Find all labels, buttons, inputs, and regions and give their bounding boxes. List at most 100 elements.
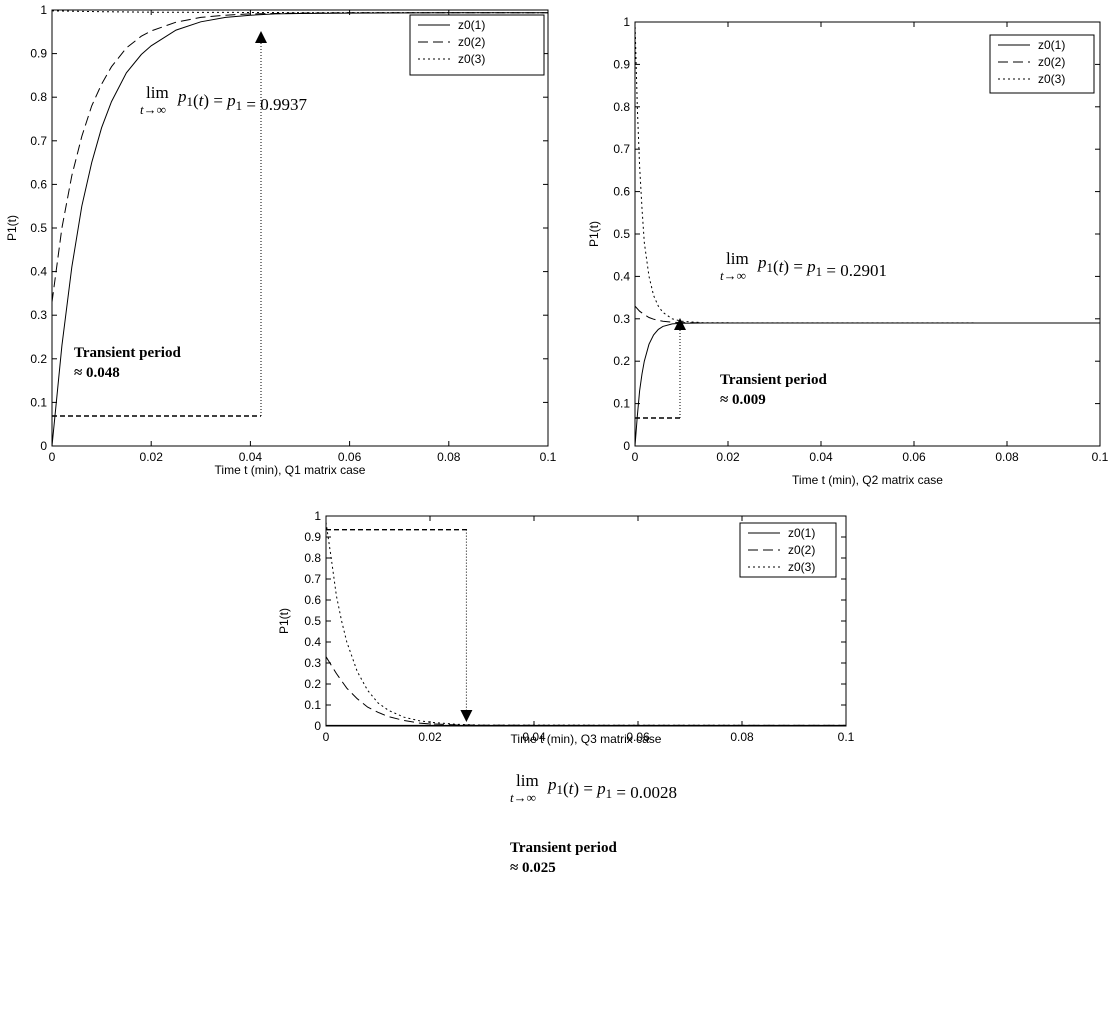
eq-part: p — [806, 257, 816, 276]
x-tick-label: 0 — [632, 450, 639, 464]
legend-label: z0(2) — [788, 543, 815, 557]
x-tick-label: 0.02 — [716, 450, 740, 464]
eq-lim: lim — [146, 83, 169, 102]
x-tick-label: 0.06 — [338, 450, 362, 464]
eq-part: ) — [573, 779, 579, 798]
y-tick-label: 0.8 — [613, 100, 630, 114]
x-axis-label: Time t (min), Q1 matrix case — [215, 463, 366, 477]
eq-part: p — [596, 779, 606, 798]
transient-value: ≈ 0.048 — [74, 365, 120, 381]
y-tick-label: 0.1 — [613, 397, 630, 411]
y-tick-label: 0 — [40, 439, 47, 453]
y-tick-label: 0.1 — [30, 395, 47, 409]
x-tick-label: 0.1 — [540, 450, 557, 464]
y-tick-label: 0.3 — [304, 656, 321, 670]
y-tick-label: 0.9 — [613, 57, 630, 71]
eq-lim: lim — [726, 249, 749, 268]
eq-part: p — [226, 91, 236, 110]
y-tick-label: 1 — [40, 3, 47, 17]
legend-label: z0(3) — [788, 560, 815, 574]
y-tick-label: 0.7 — [30, 134, 47, 148]
x-tick-label: 0.02 — [140, 450, 164, 464]
eq-part: p — [547, 775, 557, 794]
x-tick-label: 0.04 — [522, 730, 546, 744]
x-tick-label: 0.1 — [838, 730, 855, 744]
eq-sub: t→∞ — [140, 102, 166, 117]
y-tick-label: 0.5 — [613, 227, 630, 241]
eq-part: t — [569, 779, 575, 798]
y-tick-label: 1 — [314, 509, 321, 523]
eq-part: ( — [563, 779, 569, 798]
series-line-z02 — [325, 656, 847, 726]
eq-part: = 0.2901 — [822, 261, 887, 280]
eq-part: = — [209, 91, 227, 110]
eq-part: 1 — [187, 94, 194, 109]
x-tick-label: 0.08 — [437, 450, 461, 464]
y-tick-label: 0.9 — [304, 530, 321, 544]
y-tick-label: 0.6 — [304, 593, 321, 607]
eq-part: ( — [773, 257, 779, 276]
transient-value: ≈ 0.025 — [510, 860, 556, 876]
legend-label: z0(1) — [1038, 38, 1065, 52]
eq-body: p1(t) = p1 = 0.9937 — [177, 87, 308, 114]
legend-label: z0(3) — [1038, 72, 1065, 86]
series-line-z02 — [634, 305, 1100, 324]
series-line-z01 — [51, 12, 548, 447]
y-tick-label: 0.8 — [30, 90, 47, 104]
y-tick-label: 0.9 — [30, 47, 47, 61]
x-tick-label: 0.1 — [1092, 450, 1109, 464]
transient-arrow — [255, 31, 267, 43]
y-tick-label: 0.4 — [304, 635, 321, 649]
series-line-z03 — [51, 10, 549, 14]
eq-part: 1 — [816, 264, 823, 279]
x-tick-label: 0.08 — [995, 450, 1019, 464]
series-line-z01 — [634, 322, 1100, 447]
y-axis-label: P1(t) — [277, 608, 291, 634]
y-tick-label: 0.4 — [613, 269, 630, 283]
x-axis-label: Time t (min), Q3 matrix case — [511, 732, 662, 746]
eq-part: 1 — [767, 260, 774, 275]
x-tick-label: 0.02 — [418, 730, 442, 744]
chart-q1: 0 0.1 0.2 0.3 0.4 0.5 0.6 0.7 0.8 0.9 1 0 0.02 0.04 0.… — [5, 3, 557, 477]
legend-label: z0(1) — [458, 18, 485, 32]
series-line-z02 — [51, 12, 548, 303]
eq-part: = 0.0028 — [612, 783, 677, 802]
eq-part: ) — [783, 257, 789, 276]
transient-title: Transient period — [720, 372, 827, 388]
legend-label: z0(2) — [1038, 55, 1065, 69]
transient-title: Transient period — [510, 840, 617, 856]
x-tick-label: 0 — [49, 450, 56, 464]
transient-value: ≈ 0.009 — [720, 392, 766, 408]
y-tick-label: 0.5 — [304, 614, 321, 628]
y-axis-label: P1(t) — [587, 221, 601, 247]
y-tick-label: 0.2 — [613, 354, 630, 368]
x-tick-label: 0 — [323, 730, 330, 744]
eq-part: t — [779, 257, 785, 276]
y-tick-label: 0 — [314, 719, 321, 733]
eq-part: t — [199, 91, 205, 110]
eq-body: p1(t) = p1 = 0.2901 — [757, 253, 887, 280]
y-axis-label: P1(t) — [5, 215, 19, 241]
y-tick-label: 0.8 — [304, 551, 321, 565]
eq-part: 1 — [606, 786, 613, 801]
eq-part: 1 — [557, 782, 564, 797]
x-tick-label: 0.04 — [239, 450, 263, 464]
y-tick-label: 0.7 — [613, 142, 630, 156]
series-line-z03 — [325, 522, 847, 726]
y-tick-label: 0.2 — [304, 677, 321, 691]
eq-part: 1 — [236, 98, 243, 113]
y-tick-label: 0.6 — [613, 185, 630, 199]
y-tick-label: 0.7 — [304, 572, 321, 586]
x-axis-label: Time t (min), Q2 matrix case — [792, 473, 943, 487]
y-tick-label: 0 — [623, 439, 630, 453]
eq-part: = — [789, 257, 807, 276]
eq-part: p — [177, 87, 187, 106]
chart-q3: 0 0.1 0.2 0.3 0.4 0.5 0.6 0.7 0.8 0.9 1 0 0.02 0.04 0.… — [277, 509, 855, 876]
y-tick-label: 1 — [623, 15, 630, 29]
legend-label: z0(1) — [788, 526, 815, 540]
y-tick-label: 0.2 — [30, 352, 47, 366]
transient-title: Transient period — [74, 345, 181, 361]
